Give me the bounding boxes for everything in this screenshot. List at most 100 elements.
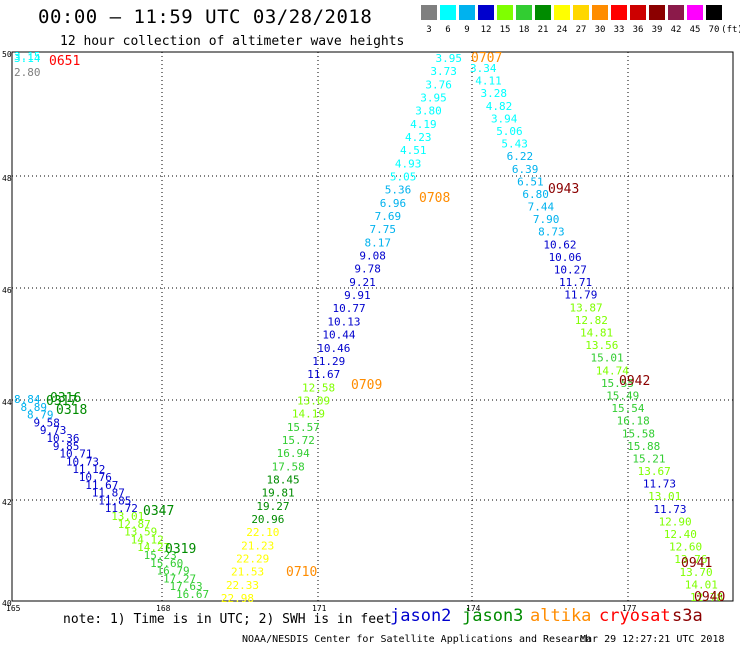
wave-height-value: 10.71 [59,448,92,461]
wave-height-value: 10.36 [46,432,79,445]
color-scale-label: 12 [480,25,492,35]
wave-height-value: 11.29 [312,355,345,368]
wave-height-value: 10.73 [66,455,99,468]
color-swatch [497,5,513,20]
wave-height-value: 15.55 [601,377,634,390]
wave-height-value: 10.76 [79,471,112,484]
wave-height-value: 15.57 [287,421,320,434]
lon-label: 171 [312,604,327,613]
pass-time-label: 0710 [286,565,317,580]
wave-height-value: 8.84 [14,393,41,406]
color-scale-label: 21 [537,25,549,35]
color-swatch [516,5,532,20]
wave-height-value: 15.88 [627,440,660,453]
wave-height-value: 11.67 [307,368,340,381]
pass-time-label: 0941 [681,556,712,571]
wave-height-value: 8.79 [27,409,54,422]
wave-height-value: 5.05 [390,171,417,184]
wave-height-value: 3.14 [14,52,41,65]
wave-height-value: 4.19 [410,118,437,131]
color-swatch [706,5,722,20]
pass-time-label: 0316 [50,391,81,406]
wave-height-value: 12.40 [664,528,697,541]
wave-height-value: 12.78 [690,591,723,604]
wave-height-value: 15.23 [144,549,177,562]
wave-height-value: 14.19 [292,408,325,421]
color-swatch [478,5,494,20]
wave-height-value: 12.82 [575,314,608,327]
pass-time-label: 0651 [49,54,80,69]
color-scale-label: 45 [689,25,701,35]
color-scale-label: 42 [670,25,682,35]
satellite-name: jason2 [390,606,452,626]
wave-height-value: 12.90 [659,515,692,528]
color-swatch [459,5,475,20]
color-swatch [630,5,646,20]
wave-height-value: 10.13 [327,315,360,328]
wave-height-value: 3.80 [415,105,442,118]
color-swatch [573,5,589,20]
wave-height-value: 13.67 [638,465,671,478]
wave-height-value: 22.10 [246,526,279,539]
pass-time-label: 0940 [694,590,725,605]
pass-time-label: 0709 [351,378,382,393]
wave-height-value: 15.54 [611,402,644,415]
wave-height-value: 13.01 [111,510,144,523]
wave-height-value: 21.53 [231,566,264,579]
color-scale-label: 36 [632,25,644,35]
wave-height-value: 15.21 [632,452,665,465]
wave-height-value: 3.76 [425,78,452,91]
wave-height-value: 14.81 [580,327,613,340]
wave-height-value: 11.72 [105,502,138,515]
wave-height-value: 3.73 [430,65,457,78]
wave-height-value: 13.76 [674,553,707,566]
wave-height-value: 13.09 [297,394,330,407]
wave-height-value: 14.01 [685,578,718,591]
wave-height-value: 11.87 [92,487,125,500]
wave-height-value: 22.98 [221,592,254,605]
pass-time-label: 0708 [419,191,450,206]
color-swatch [421,5,437,20]
wave-height-value: 9.21 [349,276,376,289]
wave-height-value: 9.73 [40,424,67,437]
footer-credit: NOAA/NESDIS Center for Satellite Applica… [242,634,592,645]
wave-height-value: 10.62 [543,238,576,251]
wave-height-value: 15.01 [590,352,623,365]
page-subtitle: 12 hour collection of altimeter wave hei… [60,34,405,49]
wave-height-value: 22.33 [226,579,259,592]
wave-height-value: 6.22 [507,150,533,163]
wave-height-value: 4.51 [400,144,427,157]
wave-height-value: 5.06 [496,125,523,138]
lon-label: 165 [6,604,21,613]
color-scale-label: 15 [499,25,511,35]
wave-height-value: 2.80 [14,66,41,79]
wave-height-value: 21.23 [241,539,274,552]
lon-label: 174 [466,604,481,613]
wave-height-value: 7.44 [528,201,555,214]
wave-height-value: 7.90 [533,213,560,226]
wave-height-value: 12.60 [669,541,702,554]
pass-time-label: 0707 [471,51,502,66]
satellite-name: cryosat [599,606,671,626]
color-scale-label: 27 [575,25,587,35]
wave-height-value: 10.46 [317,342,350,355]
wave-height-value: 11.73 [643,478,676,491]
wave-height-value: 13.87 [570,301,603,314]
lat-label: 48 [2,174,12,183]
wave-height-value: 19.27 [256,500,289,513]
wave-height-value: 6.80 [522,188,549,201]
wave-height-value: 3.95 [420,92,447,105]
wave-height-value: 11.12 [72,463,105,476]
wave-height-value: 11.71 [559,276,592,289]
wave-height-value: 3.15 [14,50,41,63]
wave-height-value: 12.87 [118,518,151,531]
wave-height-value: 22.29 [236,552,269,565]
wave-height-value: 5.43 [501,138,528,151]
pass-time-label: 0317 [46,394,77,409]
wave-height-value: 8.73 [538,226,565,239]
lat-label: 46 [2,286,12,295]
lat-label: 50 [2,50,12,59]
page-title: 00:00 – 11:59 UTC 03/28/2018 [38,6,373,28]
color-swatch [535,5,551,20]
color-scale-label: 6 [445,25,451,35]
